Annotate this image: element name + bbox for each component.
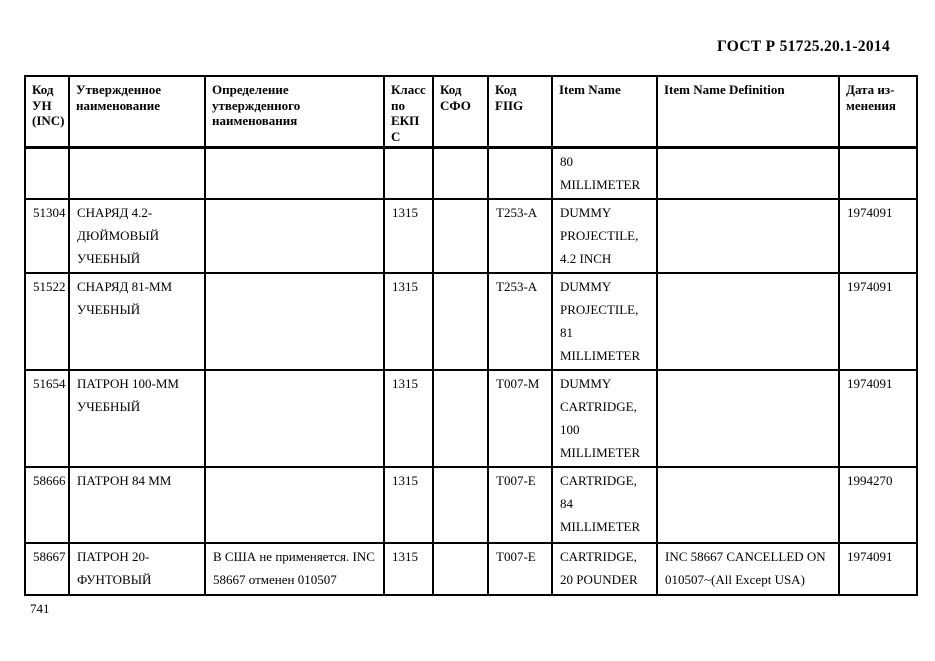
table-cell: [204, 466, 385, 544]
table-cell: CARTRIDGE, 20 POUNDER: [551, 542, 658, 596]
table-cell: [656, 272, 840, 371]
table-cell: ПАТРОН 20-ФУНТОВЫЙ: [68, 542, 206, 596]
table-cell: T007-M: [487, 369, 553, 468]
table-cell: В США не применяется. INC 58667 отменен …: [204, 542, 385, 596]
column-header-7: Item Name Definition: [656, 75, 840, 149]
table-cell: [24, 146, 70, 200]
table-cell: [383, 146, 434, 200]
table-cell: T253-A: [487, 272, 553, 371]
table-row: 58667 ПАТРОН 20-ФУНТОВЫЙ В США не применяе…: [24, 542, 918, 596]
column-header-4: Код СФО: [432, 75, 489, 149]
table-cell: [656, 466, 840, 544]
column-header-2: Определение утвержденного наименования: [204, 75, 385, 149]
table-cell: [656, 198, 840, 274]
table-cell: [204, 146, 385, 200]
table-cell: [838, 146, 918, 200]
table-cell: 51522: [24, 272, 70, 371]
table-cell: 1994270: [838, 466, 918, 544]
table-cell: [432, 542, 489, 596]
column-header-0: Код УН (INC): [24, 75, 70, 149]
table-cell: 1974091: [838, 198, 918, 274]
table-cell: СНАРЯД 4.2-ДЮЙМОВЫЙ УЧЕБНЫЙ: [68, 198, 206, 274]
column-header-5: Код FIIG: [487, 75, 553, 149]
table-cell: 1974091: [838, 272, 918, 371]
table-cell: T007-E: [487, 466, 553, 544]
table-cell: [204, 272, 385, 371]
table-cell: ПАТРОН 100-ММ УЧЕБНЫЙ: [68, 369, 206, 468]
table-cell: 58667: [24, 542, 70, 596]
table-cell: 58666: [24, 466, 70, 544]
table-header: Код УН (INC) Утвержденное наименование Опр…: [24, 75, 918, 149]
header-row: Код УН (INC) Утвержденное наименование Опр…: [24, 75, 918, 149]
table-cell: СНАРЯД 81-ММ УЧЕБНЫЙ: [68, 272, 206, 371]
table-cell: [432, 146, 489, 200]
table-cell: 1315: [383, 198, 434, 274]
table-cell: [656, 369, 840, 468]
table-cell: [432, 272, 489, 371]
table-cell: 1315: [383, 542, 434, 596]
table-cell: 1974091: [838, 369, 918, 468]
column-header-3: Класс по ЕКПС: [383, 75, 434, 149]
table-body: 80 MILLIMETER 51304 СНАРЯД 4.2-ДЮЙМОВЫЙ УЧ…: [24, 146, 918, 596]
table-cell: DUMMY PROJECTILE, 4.2 INCH: [551, 198, 658, 274]
table-cell: ПАТРОН 84 ММ: [68, 466, 206, 544]
table-cell: [487, 146, 553, 200]
item-codes-table: Код УН (INC) Утвержденное наименование Опр…: [24, 75, 918, 596]
table-cell: [432, 198, 489, 274]
table-cell: DUMMY CARTRIDGE, 100 MILLIMETER: [551, 369, 658, 468]
table-cell: 51654: [24, 369, 70, 468]
table-row: 51304 СНАРЯД 4.2-ДЮЙМОВЫЙ УЧЕБНЫЙ 1315 T253…: [24, 198, 918, 274]
table-cell: CARTRIDGE, 84 MILLIMETER: [551, 466, 658, 544]
document-reference: ГОСТ Р 51725.20.1-2014: [717, 38, 890, 55]
table-cell: [68, 146, 206, 200]
column-header-8: Дата из-менения: [838, 75, 918, 149]
table-cell: [204, 198, 385, 274]
page-number: 741: [30, 601, 50, 616]
table-cell: [432, 466, 489, 544]
table-cell: T007-E: [487, 542, 553, 596]
table-cell: INC 58667 CANCELLED ON 010507~(All Excep…: [656, 542, 840, 596]
table-cell: [204, 369, 385, 468]
table-cell: 1315: [383, 272, 434, 371]
table-cell: T253-A: [487, 198, 553, 274]
table-cell: 51304: [24, 198, 70, 274]
table-row: 51654 ПАТРОН 100-ММ УЧЕБНЫЙ 1315 T007-M DUMM…: [24, 369, 918, 468]
table-cell: 80 MILLIMETER: [551, 146, 658, 200]
table-row: 80 MILLIMETER: [24, 146, 918, 200]
column-header-1: Утвержденное наименование: [68, 75, 206, 149]
table-cell: [432, 369, 489, 468]
table-row: 58666 ПАТРОН 84 ММ 1315 T007-E CARTRIDGE, 84…: [24, 466, 918, 544]
table-row: 51522 СНАРЯД 81-ММ УЧЕБНЫЙ 1315 T253-A DUMMY…: [24, 272, 918, 371]
table-cell: [656, 146, 840, 200]
table-cell: 1315: [383, 466, 434, 544]
column-header-6: Item Name: [551, 75, 658, 149]
table-cell: DUMMY PROJECTILE, 81 MILLIMETER: [551, 272, 658, 371]
table-cell: 1974091: [838, 542, 918, 596]
table-cell: 1315: [383, 369, 434, 468]
